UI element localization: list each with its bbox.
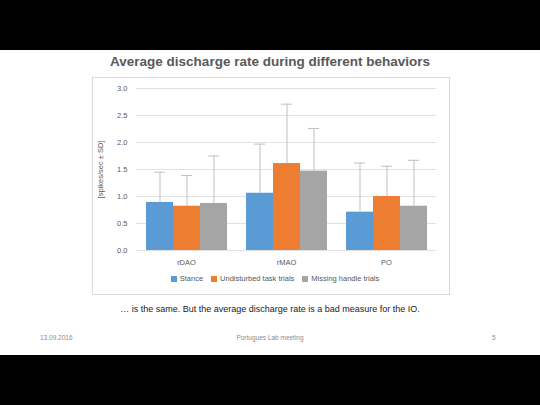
html-text:Undisturbed task trials: Undisturbed task trials: [220, 274, 295, 283]
html-text:Stance: Stance: [179, 274, 204, 283]
svg-text:PO: PO: [381, 258, 392, 267]
svg-text:3.0: 3.0: [117, 84, 127, 93]
svg-text:0.5: 0.5: [117, 219, 127, 228]
html-text:Missing handle trials: Missing handle trials: [311, 274, 380, 283]
svg-text:rDAO: rDAO: [177, 258, 196, 267]
svg-text:1.0: 1.0: [117, 192, 127, 201]
svg-text:rMAO: rMAO: [277, 258, 297, 267]
html-text:5: 5: [492, 334, 496, 341]
svg-text:1.5: 1.5: [117, 165, 127, 174]
html-text:Average discharge rate during: Average discharge rate during different …: [110, 54, 430, 69]
html-text:13.09.2016: 13.09.2016: [40, 334, 73, 341]
svg-text:0.0: 0.0: [117, 246, 127, 255]
html-text:Portugues Lab meeting: Portugues Lab meeting: [236, 334, 304, 341]
svg-text:[spikes/sec ± SD]: [spikes/sec ± SD]: [96, 141, 105, 199]
svg-text:2.0: 2.0: [117, 138, 127, 147]
html-text:… is the same. But the average: … is the same. But the average discharge…: [120, 304, 420, 314]
svg-text:2.5: 2.5: [117, 111, 127, 120]
